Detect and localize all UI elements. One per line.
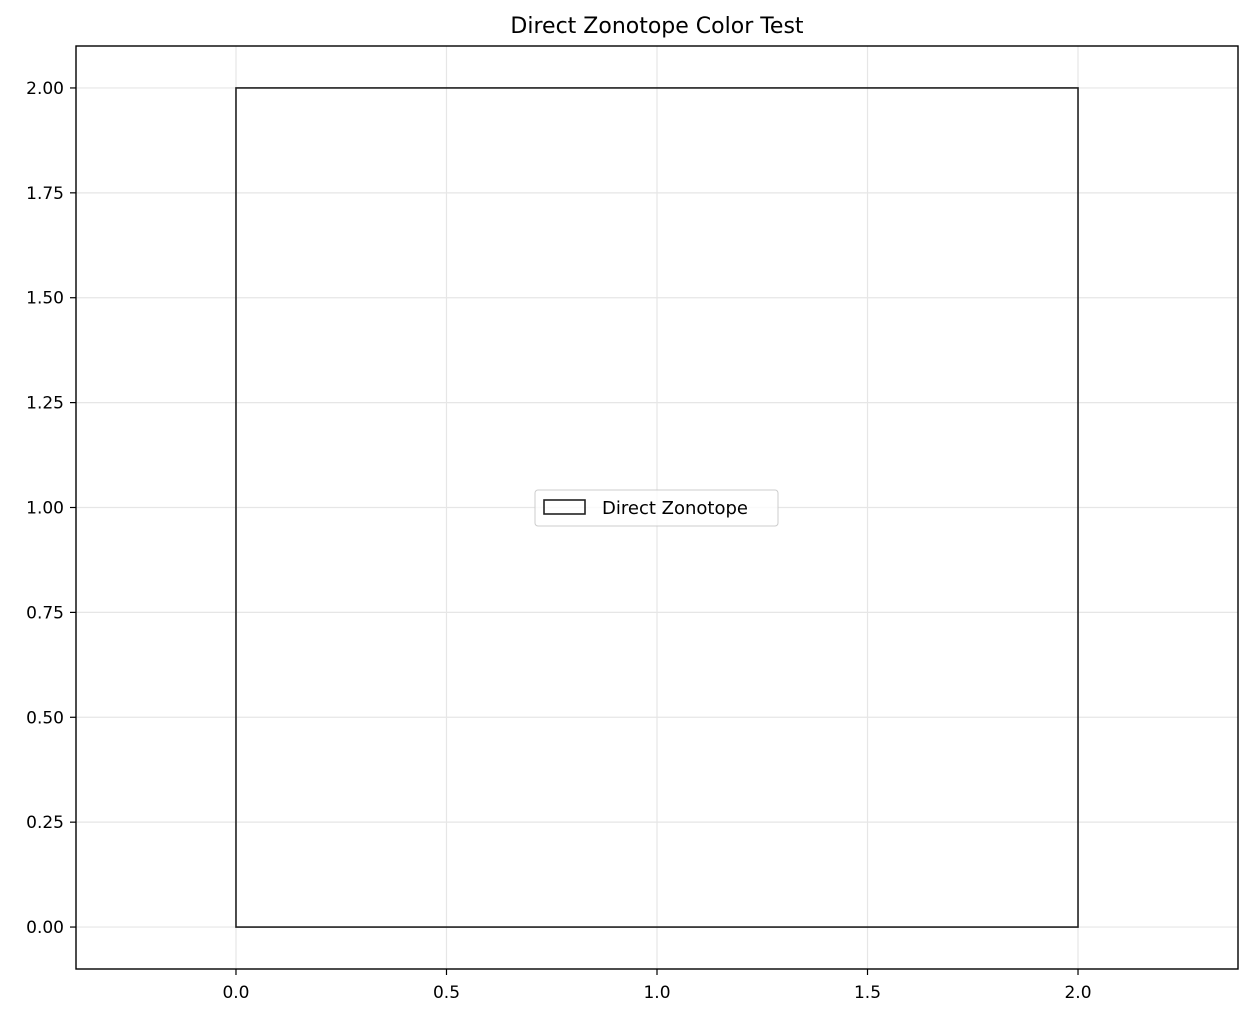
y-tick-label: 0.75 (26, 603, 64, 623)
y-tick-label: 1.00 (26, 499, 64, 519)
legend-frame (534, 489, 779, 527)
y-axis-ticks: 0.00 0.25 0.50 0.75 1.00 1.25 1.50 1.75 2.00 (26, 79, 76, 938)
zonotope-polygon (235, 87, 1079, 928)
y-tick-label: 1.25 (26, 394, 64, 414)
series-layer (235, 87, 1079, 928)
y-tick-label: 1.50 (26, 289, 64, 309)
legend-swatch-direct-zonotope (543, 499, 586, 515)
y-tick-label: 1.75 (26, 184, 64, 204)
legend: Direct Zonotope (534, 489, 779, 527)
x-tick-label: 0.0 (222, 983, 249, 1003)
x-tick-label: 1.5 (854, 983, 881, 1003)
x-tick-label: 1.0 (643, 983, 670, 1003)
x-tick-label: 2.0 (1064, 983, 1091, 1003)
y-tick-label: 0.25 (26, 813, 64, 833)
x-axis-ticks: 0.0 0.5 1.0 1.5 2.0 (222, 969, 1092, 1003)
y-tick-label: 2.00 (26, 79, 64, 99)
chart-title: Direct Zonotope Color Test (510, 14, 804, 39)
legend-label-direct-zonotope: Direct Zonotope (602, 498, 748, 519)
x-tick-label: 0.5 (433, 983, 460, 1003)
y-tick-label: 0.50 (26, 708, 64, 728)
y-tick-label: 0.00 (26, 918, 64, 938)
